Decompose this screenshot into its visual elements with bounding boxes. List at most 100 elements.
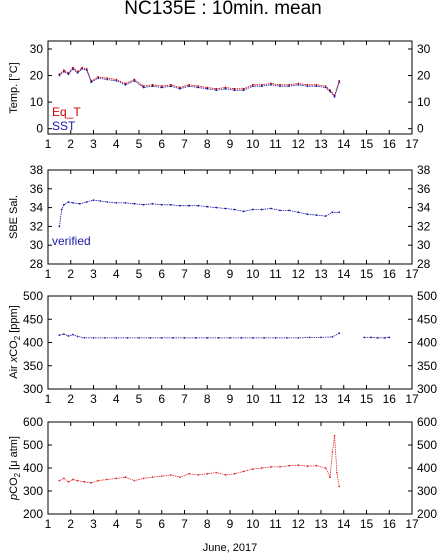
data-point [383,337,386,339]
data-point [133,80,136,82]
y-tick-label: 36 [30,182,44,196]
x-tick-label: 17 [405,137,419,151]
pco2-y-axis-label: pCO2 [μ atm] [8,436,22,501]
y-tick-label-right: 30 [417,42,431,56]
eq-t-line [59,67,340,97]
salinity-y-axis-label: SBE Sal. [8,195,20,239]
data-point [251,468,254,470]
panel-pco2-series [58,434,341,488]
data-point [72,333,74,336]
x-tick-label: 5 [136,392,143,406]
y-tick-label: 600 [23,415,43,429]
data-point [83,337,86,339]
x-tick-label: 3 [90,517,97,531]
data-point [315,464,318,467]
y-tick-label-right: 36 [417,182,431,196]
data-point [306,85,309,88]
data-point [336,471,338,474]
data-point [124,476,127,479]
data-point [106,201,109,203]
data-point [206,87,209,90]
data-point [370,336,372,339]
x-tick-label: 13 [314,517,328,531]
data-point [306,465,309,468]
data-point [92,199,95,202]
y-tick-label-right: 0 [417,122,424,136]
air-xco2-y-axis-label: Air xCO2 [ppm] [8,305,22,379]
data-point [60,208,63,211]
data-point [224,207,227,210]
data-point [261,85,263,88]
x-tick-label: 5 [136,267,143,281]
data-point [81,66,83,69]
data-point [97,76,99,78]
data-point [72,202,74,204]
data-point [274,337,277,339]
x-tick-label: 10 [246,392,260,406]
x-tick-label: 16 [383,392,397,406]
data-point [286,337,288,339]
x-tick-label: 4 [113,267,120,281]
y-tick-label: 10 [30,95,44,109]
data-point [338,211,341,214]
data-point [115,202,118,204]
y-tick-label-right: 200 [417,507,437,521]
data-point [188,85,191,88]
data-point [81,68,83,70]
x-tick-label: 11 [269,517,282,531]
data-point [99,200,102,202]
x-tick-label: 2 [67,392,74,406]
data-point [63,477,65,480]
data-point [63,70,65,73]
data-point [151,85,154,88]
data-point [67,480,70,483]
x-tick-label: 13 [314,267,328,281]
x-tick-label: 4 [113,392,120,406]
data-point [324,215,327,218]
data-point [179,476,181,479]
data-point [288,464,290,467]
x-tick-label: 12 [292,267,306,281]
data-point [90,81,93,84]
x-tick-label: 3 [90,392,97,406]
data-point [195,337,197,339]
y-tick-label-right: 500 [417,289,437,303]
data-point [197,474,200,476]
x-tick-label: 1 [45,267,52,281]
data-point [206,86,209,89]
panel-salinity-series [58,199,341,228]
data-point [288,209,290,212]
data-point [261,208,263,211]
data-point [151,83,154,86]
data-point [315,85,318,88]
data-point [233,208,236,211]
data-point [242,470,245,473]
data-point [333,95,336,98]
x-tick-label: 16 [383,517,397,531]
data-point [288,83,290,86]
data-point [188,83,191,86]
data-point [133,78,136,81]
data-point [58,334,61,336]
data-point [206,337,209,339]
data-point [197,86,200,89]
data-point [261,83,263,86]
data-point [124,82,127,85]
y-tick-label-right: 300 [417,484,437,498]
data-point [67,201,70,203]
data-point [115,337,118,339]
x-tick-label: 10 [246,137,260,151]
data-point [97,77,99,80]
x-tick-label: 3 [90,137,97,151]
x-tick-label: 6 [158,267,165,281]
y-tick-label-right: 32 [417,219,431,233]
data-point [215,471,218,474]
x-axis-title: June, 2017 [203,542,257,554]
data-point [215,87,218,90]
legend-verified: verified [52,234,91,248]
data-point [72,478,74,481]
data-point [183,337,186,339]
data-point [297,337,300,339]
x-tick-label: 14 [337,137,351,151]
